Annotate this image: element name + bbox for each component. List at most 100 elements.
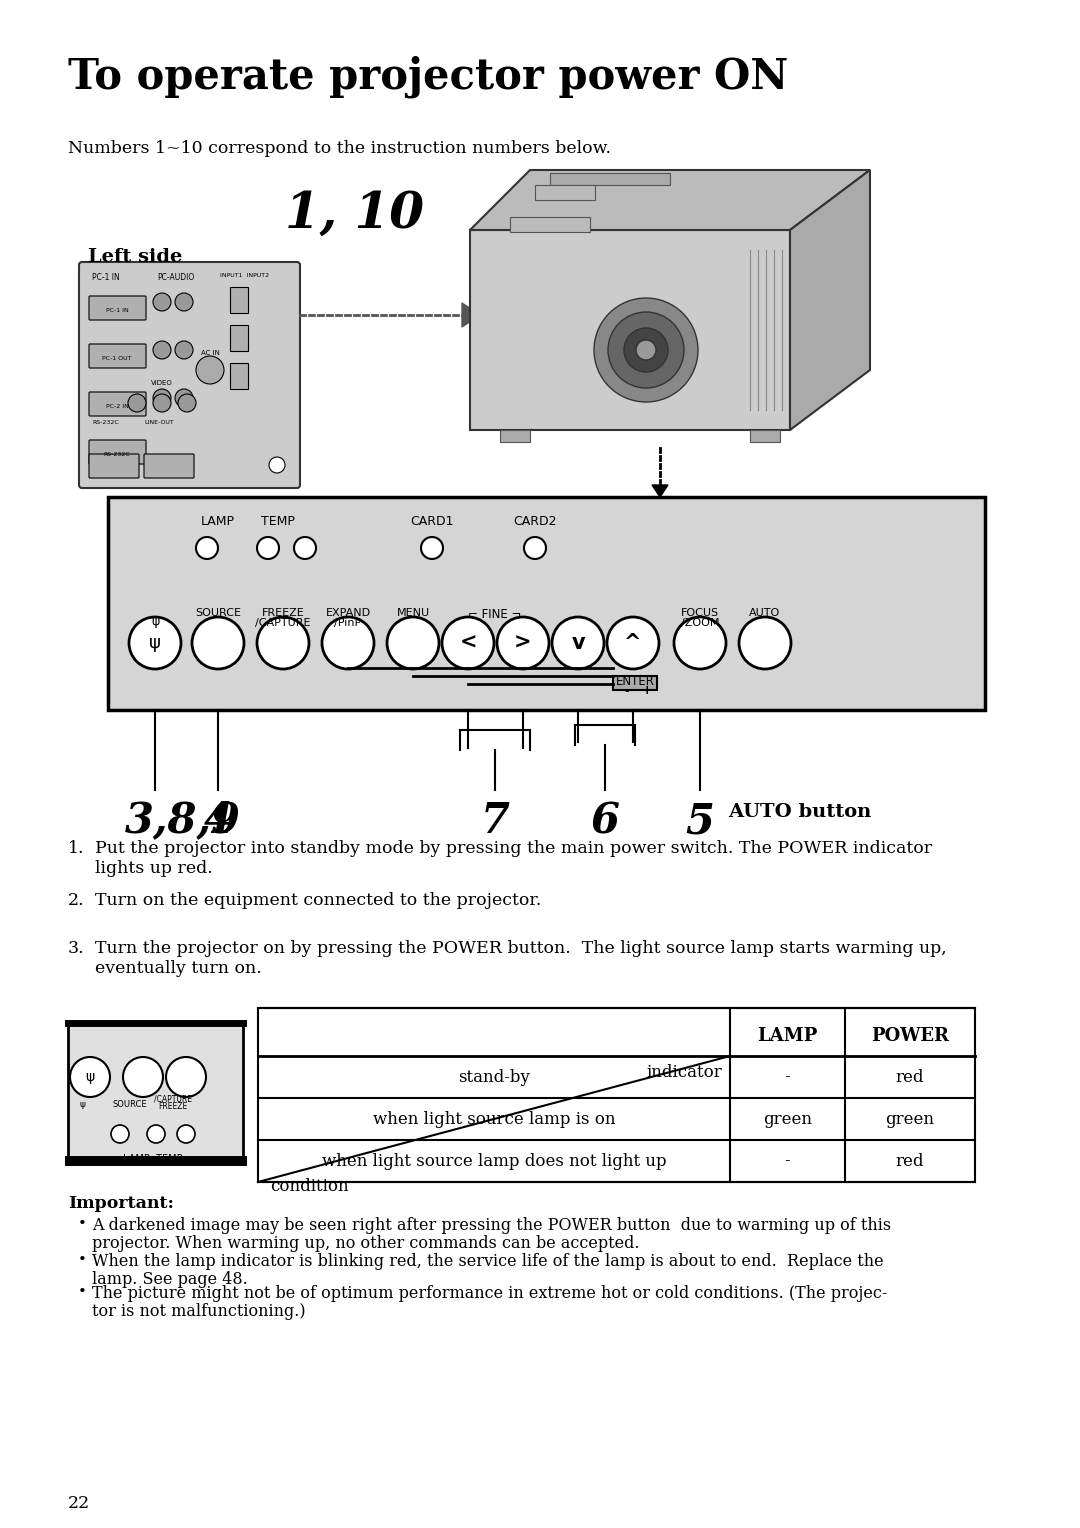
Text: FREEZE: FREEZE (261, 608, 305, 617)
Text: LINE-OUT: LINE-OUT (144, 420, 174, 425)
Polygon shape (470, 231, 789, 429)
Text: Left side: Left side (87, 248, 183, 266)
Text: ⌐ FINE ¬: ⌐ FINE ¬ (469, 608, 522, 620)
Text: LAMP  TEMP: LAMP TEMP (123, 1154, 183, 1164)
Text: RS-232C: RS-232C (104, 452, 131, 457)
Circle shape (322, 617, 374, 669)
Circle shape (624, 329, 669, 371)
Circle shape (175, 390, 193, 406)
Text: 4: 4 (203, 801, 232, 842)
Text: <: < (459, 633, 476, 652)
Text: 5: 5 (686, 801, 715, 842)
Circle shape (524, 536, 546, 559)
Polygon shape (462, 303, 480, 327)
Text: MENU: MENU (396, 608, 430, 617)
Text: •: • (78, 1216, 86, 1232)
Circle shape (294, 536, 316, 559)
Text: When the lamp indicator is blinking red, the service life of the lamp is about t: When the lamp indicator is blinking red,… (92, 1253, 883, 1270)
Bar (750, 429, 780, 442)
Bar (500, 429, 530, 442)
Circle shape (636, 341, 656, 361)
Circle shape (739, 617, 791, 669)
Text: green: green (762, 1111, 812, 1128)
Circle shape (257, 617, 309, 669)
Text: FOCUS: FOCUS (680, 608, 719, 617)
Text: ψ: ψ (149, 634, 161, 652)
Text: ENTER: ENTER (616, 675, 654, 688)
Text: green: green (886, 1111, 934, 1128)
FancyBboxPatch shape (144, 454, 194, 478)
Circle shape (607, 617, 659, 669)
Text: 2.: 2. (68, 892, 84, 909)
Text: lights up red.: lights up red. (95, 860, 213, 877)
Circle shape (594, 298, 698, 402)
Text: TEMP: TEMP (261, 515, 295, 529)
FancyBboxPatch shape (89, 440, 146, 465)
Text: CARD2: CARD2 (513, 515, 557, 529)
Text: PC-AUDIO: PC-AUDIO (157, 274, 194, 283)
Circle shape (192, 617, 244, 669)
Text: 3,8,9: 3,8,9 (125, 801, 241, 842)
Text: when light source lamp does not light up: when light source lamp does not light up (322, 1152, 666, 1169)
Text: LAMP: LAMP (201, 515, 235, 529)
Bar (510, 217, 590, 232)
Circle shape (153, 293, 171, 312)
Text: CARD1: CARD1 (410, 515, 454, 529)
Bar (68, 1022, 243, 1161)
Text: AUTO: AUTO (750, 608, 781, 617)
Polygon shape (652, 484, 669, 497)
Text: The picture might not be of optimum performance in extreme hot or cold condition: The picture might not be of optimum perf… (92, 1285, 888, 1302)
Text: ψ: ψ (79, 1100, 85, 1109)
Text: FREEZE: FREEZE (159, 1102, 188, 1111)
Text: /CAPTURE: /CAPTURE (255, 617, 311, 628)
Circle shape (166, 1057, 206, 1097)
Bar (535, 185, 595, 200)
Text: PC-2 IN: PC-2 IN (106, 403, 129, 410)
Circle shape (153, 394, 171, 413)
Circle shape (175, 293, 193, 312)
Text: ψ: ψ (151, 614, 159, 628)
Polygon shape (470, 170, 870, 231)
Text: SOURCE: SOURCE (195, 608, 241, 617)
Text: -: - (785, 1068, 791, 1085)
Text: PC-1 IN: PC-1 IN (92, 274, 120, 283)
Circle shape (674, 617, 726, 669)
Text: stand-by: stand-by (458, 1068, 530, 1085)
Text: 22: 22 (68, 1494, 91, 1513)
Bar (550, 173, 670, 185)
Text: -: - (624, 685, 630, 698)
Text: /PinP: /PinP (335, 617, 362, 628)
Circle shape (608, 312, 684, 388)
Text: •: • (78, 1253, 86, 1267)
Text: +: + (642, 685, 652, 697)
Text: /CAPTURE: /CAPTURE (154, 1094, 192, 1103)
Text: Numbers 1~10 correspond to the instruction numbers below.: Numbers 1~10 correspond to the instructi… (68, 141, 611, 157)
Text: 7: 7 (481, 801, 510, 842)
Circle shape (497, 617, 549, 669)
FancyBboxPatch shape (89, 454, 139, 478)
Text: LAMP: LAMP (757, 1027, 818, 1045)
Text: eventually turn on.: eventually turn on. (95, 960, 261, 976)
Bar (258, 1008, 975, 1183)
Circle shape (111, 1125, 129, 1143)
Circle shape (123, 1057, 163, 1097)
Text: lamp. See page 48.: lamp. See page 48. (92, 1271, 247, 1288)
FancyBboxPatch shape (89, 393, 146, 416)
Bar (230, 325, 248, 351)
Text: Turn the projector on by pressing the POWER button.  The light source lamp start: Turn the projector on by pressing the PO… (95, 940, 947, 957)
Bar (613, 675, 657, 691)
Text: ψ: ψ (85, 1070, 95, 1083)
Text: when light source lamp is on: when light source lamp is on (373, 1111, 616, 1128)
FancyBboxPatch shape (89, 296, 146, 319)
Circle shape (195, 356, 224, 384)
Text: PC-1 IN: PC-1 IN (106, 309, 129, 313)
Text: red: red (895, 1068, 924, 1085)
Text: SOURCE: SOURCE (112, 1100, 147, 1109)
Text: Put the projector into standby mode by pressing the main power switch. The POWER: Put the projector into standby mode by p… (95, 840, 932, 857)
Polygon shape (789, 170, 870, 429)
Circle shape (257, 536, 279, 559)
Text: Important:: Important: (68, 1195, 174, 1212)
Text: tor is not malfunctioning.): tor is not malfunctioning.) (92, 1303, 306, 1320)
Text: 6: 6 (591, 801, 620, 842)
Bar (230, 287, 248, 313)
